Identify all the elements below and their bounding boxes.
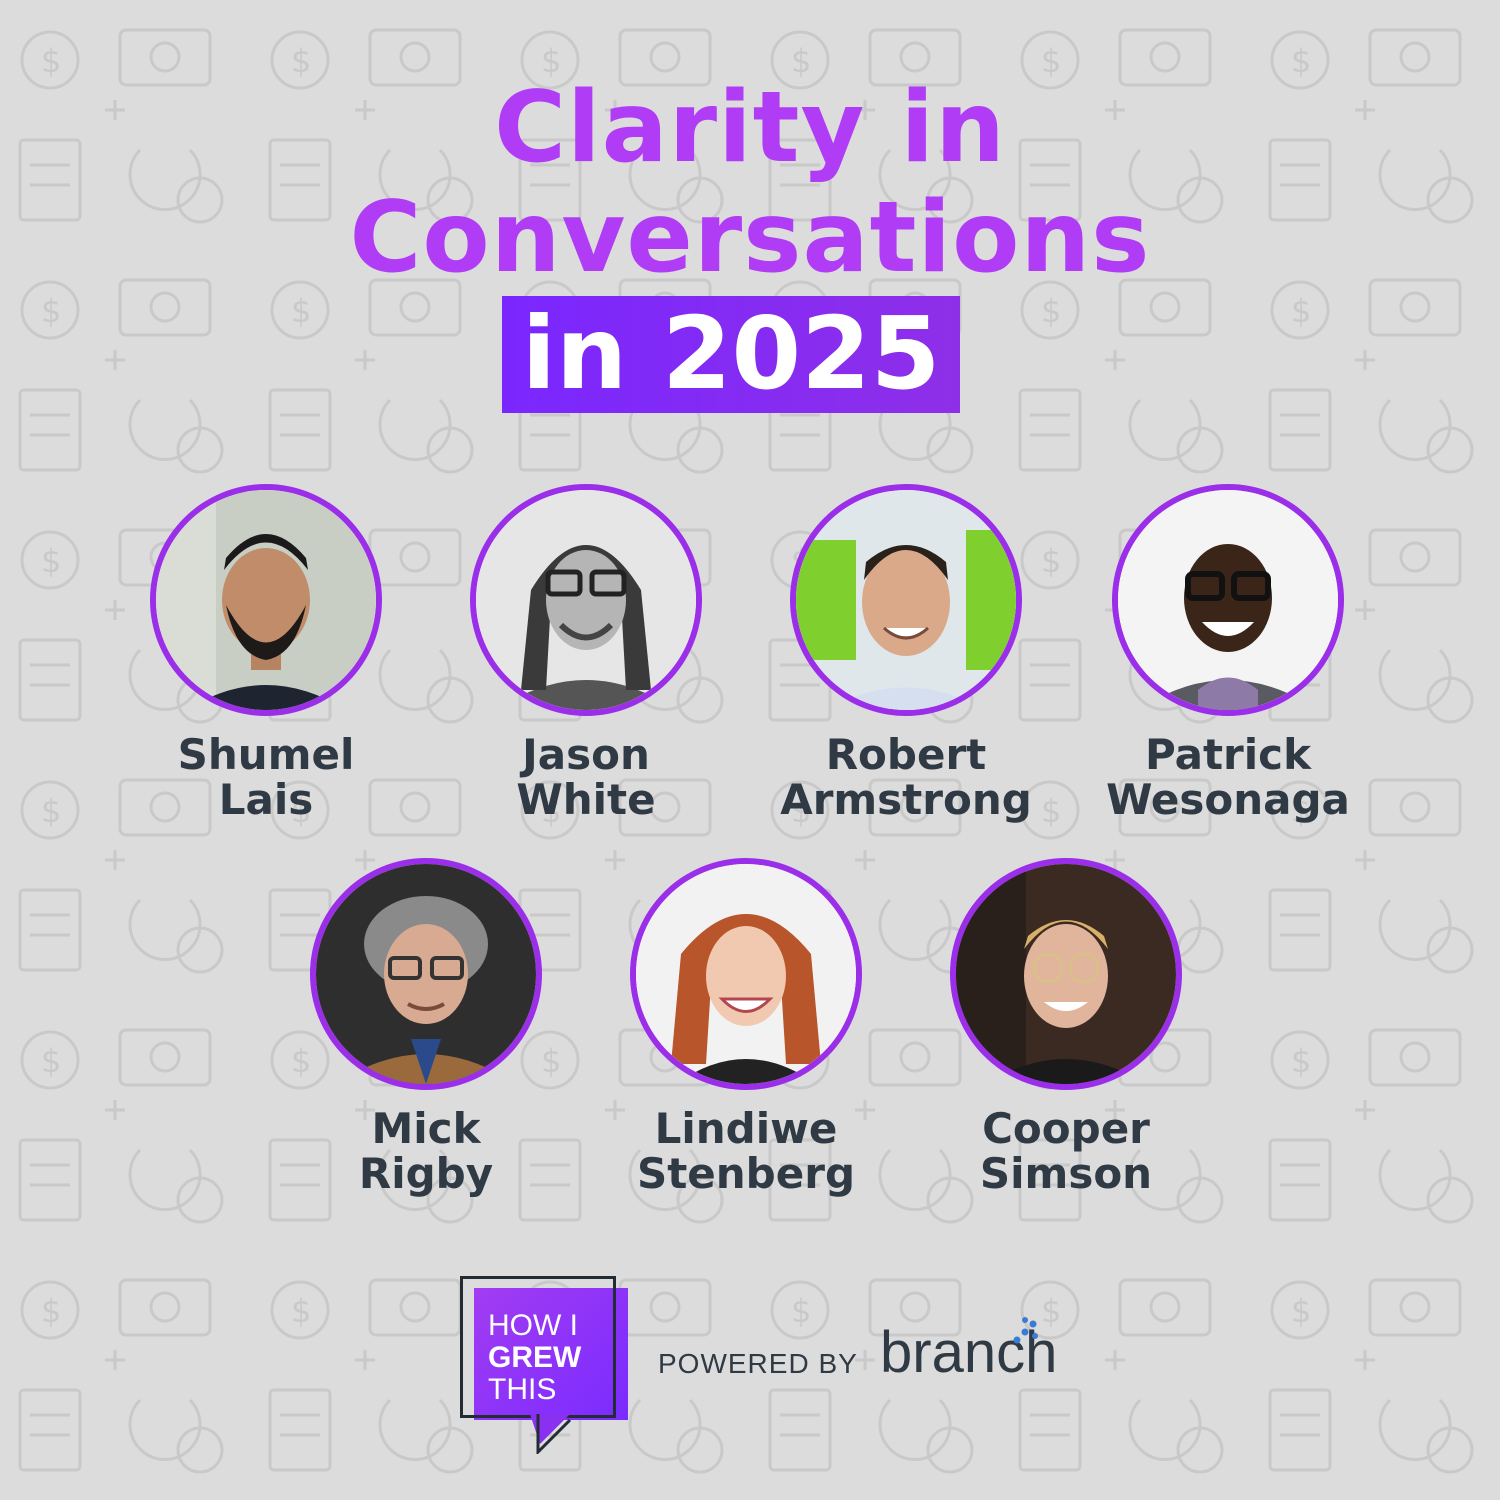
guest-portrait-icon: [316, 864, 536, 1084]
title-line-2: Conversations: [349, 181, 1151, 295]
guest-card: Jason White: [426, 484, 746, 844]
title-line-1: Clarity in: [494, 71, 1006, 185]
guest-photo: [310, 858, 542, 1090]
guest-photo: [950, 858, 1182, 1090]
speech-bubble-tail-icon: [530, 1414, 572, 1454]
guest-name: Shumel Lais: [177, 730, 355, 824]
guest-name: Cooper Simson: [979, 1104, 1153, 1198]
guest-portrait-icon: [796, 490, 1016, 710]
guest-portrait-icon: [636, 864, 856, 1084]
branch-tree-icon: [1013, 1317, 1038, 1344]
guest-portrait-icon: [956, 864, 1176, 1084]
podcast-logo-fill: [474, 1288, 628, 1420]
logo-line-1: HOW I: [488, 1309, 578, 1342]
year-highlight-box: in 2025: [502, 296, 960, 413]
powered-by-label: POWERED BY: [658, 1348, 858, 1379]
guest-card: Mick Rigby: [266, 858, 586, 1218]
guest-portrait-icon: [1118, 490, 1338, 710]
guest-name: Robert Armstrong: [780, 730, 1032, 824]
guest-portrait-icon: [156, 490, 376, 710]
podcast-logo: HOW I GREW THIS: [488, 1310, 628, 1406]
guest-card: Cooper Simson: [906, 858, 1226, 1218]
guest-name: Patrick Wesonaga: [1106, 730, 1350, 824]
logo-line-2: GREW: [488, 1341, 582, 1374]
guest-name: Lindiwe Stenberg: [636, 1104, 856, 1198]
guest-name: Jason White: [516, 730, 656, 824]
guest-card: Lindiwe Stenberg: [586, 858, 906, 1218]
guest-photo: [790, 484, 1022, 716]
guest-photo: [1112, 484, 1344, 716]
guest-name: Mick Rigby: [358, 1104, 494, 1198]
title-year: in 2025: [521, 295, 941, 412]
logo-line-3: THIS: [488, 1373, 557, 1406]
guest-card: Patrick Wesonaga: [1068, 484, 1388, 844]
guest-photo: [150, 484, 382, 716]
guest-portrait-icon: [476, 490, 696, 710]
guest-card: Robert Armstrong: [746, 484, 1066, 844]
guest-photo: [630, 858, 862, 1090]
guest-photo: [470, 484, 702, 716]
guest-card: Shumel Lais: [106, 484, 426, 844]
